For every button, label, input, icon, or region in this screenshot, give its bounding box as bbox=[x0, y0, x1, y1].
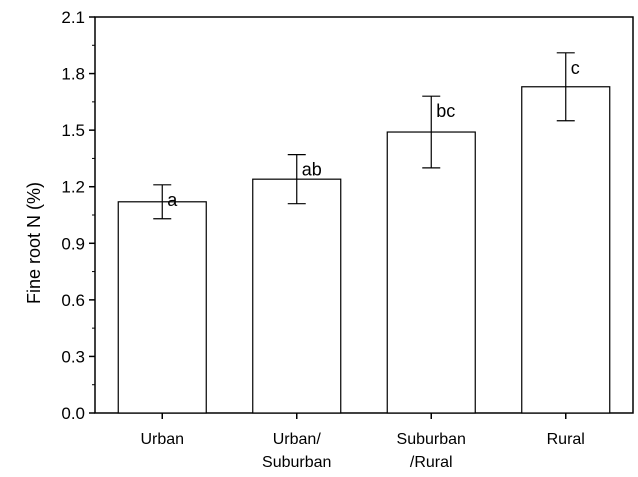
y-axis: 0.0 0.3 0.6 0.9 1.2 1.5 1.8 2.1 bbox=[61, 8, 95, 423]
significance-label: bc bbox=[436, 101, 455, 121]
bar bbox=[521, 86, 611, 414]
significance-labels-layer: a ab bc c bbox=[167, 58, 580, 210]
bar bbox=[252, 178, 342, 414]
y-tick-label: 1.8 bbox=[61, 65, 85, 84]
x-tick-label: Urban bbox=[140, 431, 184, 448]
error-bars-layer bbox=[153, 52, 575, 220]
significance-label: a bbox=[167, 190, 178, 210]
y-tick-label: 2.1 bbox=[61, 8, 85, 27]
significance-label: ab bbox=[302, 160, 322, 180]
y-tick-label: 0.6 bbox=[61, 291, 85, 310]
x-tick-label: Rural bbox=[547, 431, 585, 448]
significance-label: c bbox=[571, 58, 580, 78]
y-tick-label: 0.0 bbox=[61, 404, 85, 423]
y-axis-label: Fine root N (%) bbox=[24, 182, 44, 304]
bar bbox=[117, 201, 207, 414]
bar bbox=[386, 131, 476, 414]
x-tick-label: Suburban/Rural bbox=[397, 431, 466, 471]
x-axis: Urban Urban/Suburban Suburban/Rural Rural bbox=[140, 413, 585, 471]
y-tick-label: 0.9 bbox=[61, 234, 85, 253]
bars-layer bbox=[117, 86, 611, 414]
y-tick-label: 1.2 bbox=[61, 178, 85, 197]
x-tick-label: Urban/Suburban bbox=[262, 431, 331, 471]
y-tick-label: 0.3 bbox=[61, 347, 85, 366]
y-tick-label: 1.5 bbox=[61, 121, 85, 140]
